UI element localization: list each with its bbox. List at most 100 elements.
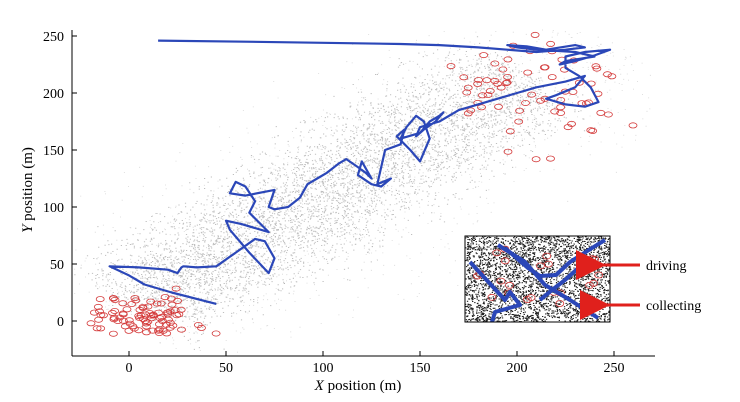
agent-marker [143,319,152,326]
agent-marker [96,325,106,332]
agent-marker [567,120,576,127]
agent-marker [157,313,166,320]
agent-marker [134,327,144,334]
y-axis-label-var: Y [20,223,36,233]
inset-paths [468,238,607,322]
agent-marker [177,326,186,333]
agent-marker [118,300,128,307]
agent-marker [129,325,139,332]
agent-marker [166,295,176,302]
x-tick-label: 0 [126,361,133,376]
agent-marker [546,155,555,162]
inset-agent-marker [522,296,532,303]
agent-marker [168,322,178,329]
agent-marker [109,295,118,302]
agent-marker [527,91,536,98]
inset-agent-marker [492,249,502,257]
agent-marker [498,66,508,73]
y-tick-label: 100 [43,201,64,216]
agent-marker [141,320,151,327]
collecting-label: collecting [646,299,701,314]
agent-marker [162,330,172,337]
agent-marker [596,109,606,116]
agent-marker [95,296,105,303]
agent-marker [459,74,469,81]
agent-marker [530,31,540,38]
agent-marker [547,74,557,81]
agent-marker [482,77,492,84]
agent-marker [170,307,180,314]
path-layer [108,39,612,305]
agent-marker [154,326,164,333]
agent-marker [93,303,103,310]
agent-marker [592,65,602,72]
axes: 0 50 100 150 200 250 0 50 100 150 200 250 [43,30,655,376]
agent-marker [146,312,156,319]
inset-agent-marker [500,257,510,265]
agent-marker [176,306,186,313]
agent-marker [490,60,500,67]
x-tick-label: 200 [507,361,528,376]
agent-marker [485,88,495,95]
agent-marker [141,311,151,318]
driving-label: driving [646,259,686,274]
agent-marker [109,330,118,337]
agent-marker [466,107,476,114]
y-tick-label: 50 [50,258,64,273]
agent-marker [95,308,104,315]
agent-marker [462,89,472,96]
agent-marker [131,297,141,304]
agent-marker [505,128,515,135]
agent-marker [586,127,596,134]
agent-marker [478,92,487,99]
inset-agent-marker [585,281,594,289]
y-axis-label: Y position (m) [20,147,36,233]
agent-marker [165,308,175,315]
agent-marker [142,329,151,336]
agent-marker [109,316,119,323]
x-tick-label: 50 [219,361,233,376]
agent-marker [546,40,555,47]
inset-border [464,235,611,323]
x-axis-label: X position (m) [314,378,402,394]
inset-agent-marker [544,260,553,268]
agent-marker [156,300,166,307]
agent-marker [536,97,545,104]
agent-marker [607,73,617,80]
agent-marker [124,317,134,324]
x-ticks: 0 50 100 150 200 250 [126,351,625,376]
agent-marker [446,63,456,70]
agent-marker [142,323,151,330]
agent-marker [474,77,484,84]
agent-marker [473,80,483,87]
herding-path [108,39,612,305]
agent-marker [503,56,513,63]
agent-marker [134,314,144,321]
agent-marker [556,104,565,111]
agent-marker [118,311,128,318]
inset-agent-marker [505,281,514,289]
agent-marker [531,156,541,163]
agent-marker [483,92,493,99]
agent-marker [515,107,524,114]
agent-marker [556,110,566,117]
zoom-inset [464,235,611,323]
agent-marker [90,309,99,316]
agent-marker [603,71,612,78]
agent-marker [628,122,638,129]
agent-marker [167,301,177,308]
y-tick-label: 150 [43,144,64,159]
agent-marker [148,327,158,334]
x-axis-label-rest: position (m) [324,378,402,394]
y-tick-label: 250 [43,30,64,45]
y-tick-label: 200 [43,87,64,102]
agent-marker [521,100,530,107]
inset-agent-marker [487,293,497,301]
inset-agent-marker [536,262,545,270]
agent-marker [588,127,598,134]
inset-agent-marker [555,300,565,307]
agent-marker [494,103,503,110]
agent-marker [122,306,132,313]
agent-marker [164,316,173,323]
